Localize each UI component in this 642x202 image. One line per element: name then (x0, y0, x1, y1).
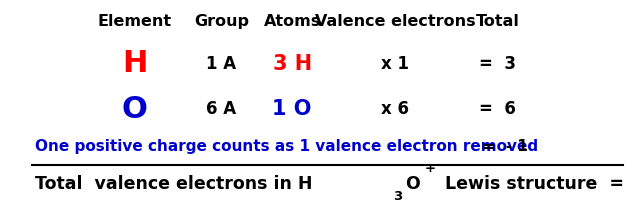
Text: 3: 3 (394, 190, 403, 202)
Text: 3 H: 3 H (273, 54, 311, 74)
Text: 1 O: 1 O (272, 99, 312, 119)
Text: 1 A: 1 A (207, 55, 236, 73)
Text: Total  valence electrons in H: Total valence electrons in H (35, 175, 313, 193)
Text: Group: Group (194, 14, 249, 29)
Text: 6 A: 6 A (207, 100, 236, 118)
Text: Element: Element (98, 14, 172, 29)
Text: One positive charge counts as 1 valence electron removed: One positive charge counts as 1 valence … (35, 139, 539, 154)
Text: O: O (405, 175, 420, 193)
Text: H: H (122, 49, 148, 78)
Text: O: O (122, 95, 148, 124)
Text: =  3: = 3 (479, 55, 516, 73)
Text: =  6: = 6 (479, 100, 516, 118)
Text: =  - 1: = - 1 (472, 139, 528, 154)
Text: x 1: x 1 (381, 55, 409, 73)
Text: Valence electrons: Valence electrons (315, 14, 475, 29)
Text: Lewis structure  =: Lewis structure = (438, 175, 623, 193)
Text: Total: Total (476, 14, 519, 29)
Text: Atoms: Atoms (263, 14, 321, 29)
Text: x 6: x 6 (381, 100, 409, 118)
Text: +: + (424, 162, 435, 175)
